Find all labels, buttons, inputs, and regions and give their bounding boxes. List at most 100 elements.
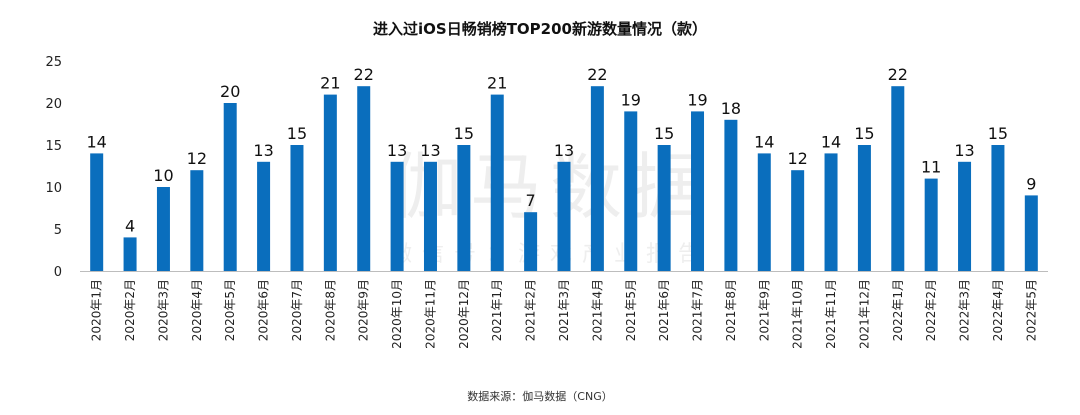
bar bbox=[457, 145, 471, 271]
bar bbox=[857, 145, 871, 271]
bar bbox=[824, 153, 838, 271]
x-tick-label: 2021年5月 bbox=[624, 279, 638, 341]
data-label: 15 bbox=[454, 124, 474, 143]
data-label: 13 bbox=[554, 141, 574, 160]
data-label: 12 bbox=[787, 149, 807, 168]
x-axis: 2020年1月 2020年2月 2020年3月 2020年4月 2020年5月 2020年… bbox=[80, 271, 1048, 349]
x-tick-label: 2021年11月 bbox=[824, 279, 838, 349]
data-label: 7 bbox=[526, 191, 536, 210]
data-label: 20 bbox=[220, 82, 240, 101]
data-label: 22 bbox=[587, 65, 607, 84]
data-label: 14 bbox=[754, 132, 774, 151]
x-tick-label: 2020年7月 bbox=[290, 279, 304, 341]
data-label: 18 bbox=[721, 99, 741, 118]
bar bbox=[323, 94, 337, 271]
data-label: 15 bbox=[988, 124, 1008, 143]
y-tick-label: 5 bbox=[54, 223, 62, 238]
x-tick-label: 2021年8月 bbox=[724, 279, 738, 341]
y-tick-label: 15 bbox=[45, 139, 62, 154]
bar bbox=[691, 111, 705, 272]
bar bbox=[1024, 195, 1038, 271]
x-tick-label: 2021年1月 bbox=[490, 279, 504, 341]
bar bbox=[223, 103, 237, 271]
data-label: 22 bbox=[354, 65, 374, 84]
data-label: 15 bbox=[854, 124, 874, 143]
x-tick-label: 2021年7月 bbox=[691, 279, 705, 341]
x-tick-label: 2020年3月 bbox=[156, 279, 170, 341]
y-tick-label: 20 bbox=[45, 97, 62, 112]
bar bbox=[757, 153, 771, 271]
y-tick-label: 10 bbox=[45, 181, 62, 196]
x-tick-label: 2022年5月 bbox=[1024, 279, 1038, 341]
x-tick-label: 2021年12月 bbox=[857, 279, 871, 349]
chart-source: 数据来源：伽马数据（CNG） bbox=[467, 390, 613, 403]
watermark-subtext: 微信号：游戏产业报告 bbox=[389, 242, 710, 267]
data-label: 9 bbox=[1026, 174, 1036, 193]
watermark-text: 伽马数据 bbox=[389, 145, 710, 229]
x-tick-label: 2021年3月 bbox=[557, 279, 571, 341]
x-tick-label: 2022年4月 bbox=[991, 279, 1005, 341]
data-label: 11 bbox=[921, 158, 941, 177]
bar bbox=[90, 153, 104, 271]
x-tick-label: 2022年3月 bbox=[958, 279, 972, 341]
bar bbox=[123, 237, 137, 271]
chart-title: 进入过iOS日畅销榜TOP200新游数量情况（款） bbox=[373, 20, 707, 38]
bar bbox=[290, 145, 304, 271]
data-label: 4 bbox=[125, 216, 135, 235]
y-tick-label: 0 bbox=[54, 265, 62, 280]
bar bbox=[490, 94, 504, 271]
bar bbox=[590, 86, 604, 271]
data-label: 14 bbox=[87, 132, 107, 151]
bar bbox=[991, 145, 1005, 271]
data-label: 13 bbox=[954, 141, 974, 160]
x-tick-label: 2020年9月 bbox=[357, 279, 371, 341]
data-label: 14 bbox=[821, 132, 841, 151]
x-tick-label: 2020年4月 bbox=[190, 279, 204, 341]
bar bbox=[657, 145, 671, 271]
x-tick-label: 2021年9月 bbox=[757, 279, 771, 341]
x-tick-label: 2020年6月 bbox=[257, 279, 271, 341]
data-label: 13 bbox=[387, 141, 407, 160]
x-tick-label: 2021年4月 bbox=[590, 279, 604, 341]
x-tick-label: 2020年2月 bbox=[123, 279, 137, 341]
bar bbox=[958, 161, 972, 271]
data-label: 15 bbox=[287, 124, 307, 143]
x-tick-label: 2021年6月 bbox=[657, 279, 671, 341]
y-axis: 0 5 10 15 20 25 bbox=[45, 55, 62, 280]
bar bbox=[357, 86, 371, 271]
data-label: 22 bbox=[888, 65, 908, 84]
y-tick-label: 25 bbox=[45, 55, 62, 70]
bar bbox=[624, 111, 638, 272]
x-tick-label: 2022年2月 bbox=[924, 279, 938, 341]
data-label: 13 bbox=[420, 141, 440, 160]
x-tick-label: 2021年2月 bbox=[524, 279, 538, 341]
data-label: 15 bbox=[654, 124, 674, 143]
x-tick-label: 2020年12月 bbox=[457, 279, 471, 349]
bar bbox=[557, 161, 571, 271]
x-tick-label: 2020年11月 bbox=[423, 279, 437, 349]
x-tick-label: 2021年10月 bbox=[791, 279, 805, 349]
bar bbox=[190, 170, 204, 271]
bar bbox=[423, 161, 437, 271]
bar bbox=[524, 212, 538, 271]
data-label: 13 bbox=[253, 141, 273, 160]
data-label: 21 bbox=[487, 74, 507, 93]
data-labels-group: 14 4 10 12 20 13 15 21 22 13 13 15 21 7 13 22 19 15 19 18 14… bbox=[87, 65, 1037, 235]
bar bbox=[390, 161, 404, 271]
data-label: 12 bbox=[187, 149, 207, 168]
x-tick-label: 2020年5月 bbox=[223, 279, 237, 341]
bars-group bbox=[90, 86, 1038, 272]
data-label: 19 bbox=[687, 90, 707, 109]
bar bbox=[724, 119, 738, 271]
x-tick-label: 2020年10月 bbox=[390, 279, 404, 349]
x-tick-label: 2020年8月 bbox=[323, 279, 337, 341]
data-label: 21 bbox=[320, 74, 340, 93]
bar bbox=[791, 170, 805, 271]
bar bbox=[257, 161, 271, 271]
x-tick-label: 2022年1月 bbox=[891, 279, 905, 341]
bar bbox=[891, 86, 905, 271]
bar bbox=[924, 178, 938, 271]
x-tick-label: 2020年1月 bbox=[90, 279, 104, 341]
bar bbox=[156, 187, 170, 271]
